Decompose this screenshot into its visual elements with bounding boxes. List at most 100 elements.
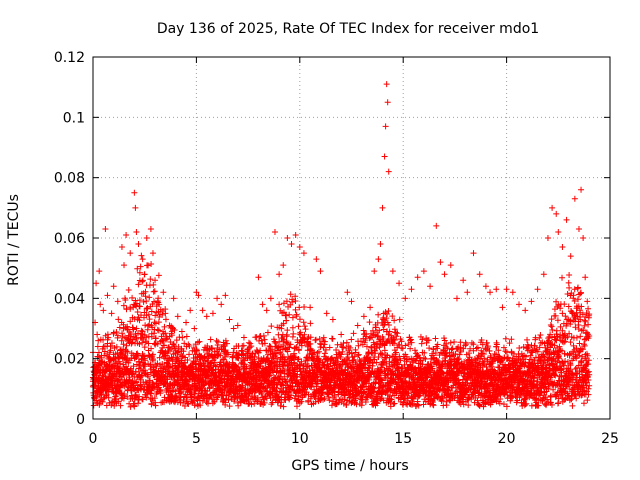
cloud-point — [209, 400, 216, 407]
cloud-point — [148, 345, 155, 352]
cloud-point — [297, 362, 304, 369]
cloud-point — [304, 335, 311, 342]
cloud-point — [155, 319, 162, 326]
cloud-point — [277, 385, 284, 392]
cloud-point — [142, 288, 149, 295]
cloud-point — [425, 337, 432, 344]
cloud-point — [123, 342, 130, 349]
cloud-point — [124, 393, 131, 400]
cloud-point — [291, 350, 298, 357]
cloud-point — [184, 357, 191, 364]
cloud-point — [375, 354, 382, 361]
cloud-point — [536, 335, 543, 342]
cloud-point — [379, 322, 386, 329]
cloud-point — [138, 312, 145, 319]
cloud-point — [314, 349, 321, 356]
cloud-point — [131, 386, 138, 393]
cloud-point — [292, 344, 299, 351]
cloud-point — [375, 380, 382, 387]
cloud-point — [179, 334, 186, 341]
cloud-point — [132, 330, 139, 337]
cloud-point — [260, 332, 267, 339]
cloud-point — [129, 339, 136, 346]
cloud-point — [221, 348, 228, 355]
cloud-point — [238, 352, 245, 359]
cloud-point — [405, 390, 412, 397]
cloud-point — [167, 338, 174, 345]
cloud-point — [361, 388, 368, 395]
cloud-point — [420, 354, 427, 361]
cloud-point — [145, 262, 152, 269]
cloud-point — [152, 320, 159, 327]
cloud-point — [258, 337, 265, 344]
cloud-point — [476, 401, 483, 408]
cloud-point — [419, 361, 426, 368]
cloud-point — [105, 394, 112, 401]
cloud-point — [548, 323, 555, 330]
cloud-point — [118, 337, 125, 344]
cloud-point — [107, 347, 114, 354]
cloud-point — [130, 326, 137, 333]
cloud-point — [123, 363, 130, 370]
cloud-point — [486, 383, 493, 390]
cloud-point — [146, 294, 153, 301]
cloud-point — [280, 309, 287, 316]
cloud-point — [389, 313, 396, 320]
cloud-point — [429, 401, 436, 408]
cloud-point — [153, 363, 160, 370]
cloud-point — [544, 340, 551, 347]
cloud-point — [486, 348, 493, 355]
cloud-point — [152, 402, 159, 409]
cloud-point — [136, 269, 143, 276]
cloud-point — [474, 397, 481, 404]
cloud-point — [407, 336, 414, 343]
cloud-point — [410, 395, 417, 402]
cloud-point — [368, 330, 375, 337]
cloud-point — [147, 276, 154, 283]
cloud-point — [165, 367, 172, 374]
cloud-point — [129, 294, 136, 301]
cloud-point — [208, 367, 215, 374]
cloud-point — [110, 329, 117, 336]
cloud-point — [380, 336, 387, 343]
cloud-point — [381, 347, 388, 354]
cloud-point — [269, 355, 276, 362]
cloud-point — [152, 341, 159, 348]
cloud-point — [391, 337, 398, 344]
cloud-point — [430, 402, 437, 409]
cloud-point — [379, 377, 386, 384]
cloud-point — [421, 349, 428, 356]
cloud-point — [548, 316, 555, 323]
cloud-point — [148, 261, 155, 268]
cloud-point — [531, 342, 538, 349]
cloud-point — [378, 368, 385, 375]
cloud-point — [284, 340, 291, 347]
cloud-point — [152, 312, 159, 319]
cloud-point — [223, 359, 230, 366]
cloud-point — [142, 322, 149, 329]
cloud-point — [224, 340, 231, 347]
cloud-point — [245, 339, 252, 346]
cloud-point — [283, 312, 290, 319]
cloud-point — [534, 378, 541, 385]
cloud-point — [325, 391, 332, 398]
cloud-point — [136, 303, 143, 310]
cloud-point — [440, 346, 447, 353]
cloud-point — [473, 345, 480, 352]
cloud-point — [184, 377, 191, 384]
cloud-point — [551, 350, 558, 357]
cloud-point — [181, 340, 188, 347]
cloud-point — [377, 369, 384, 376]
cloud-point — [417, 333, 424, 340]
cloud-point — [280, 320, 287, 327]
cloud-point — [121, 390, 128, 397]
cloud-point — [155, 272, 162, 279]
cloud-point — [549, 327, 556, 334]
cloud-point — [390, 336, 397, 343]
cloud-point — [171, 326, 178, 333]
cloud-point — [372, 347, 379, 354]
cloud-point — [508, 336, 515, 343]
cloud-point — [429, 350, 436, 357]
cloud-point — [340, 358, 347, 365]
cloud-point — [125, 359, 132, 366]
